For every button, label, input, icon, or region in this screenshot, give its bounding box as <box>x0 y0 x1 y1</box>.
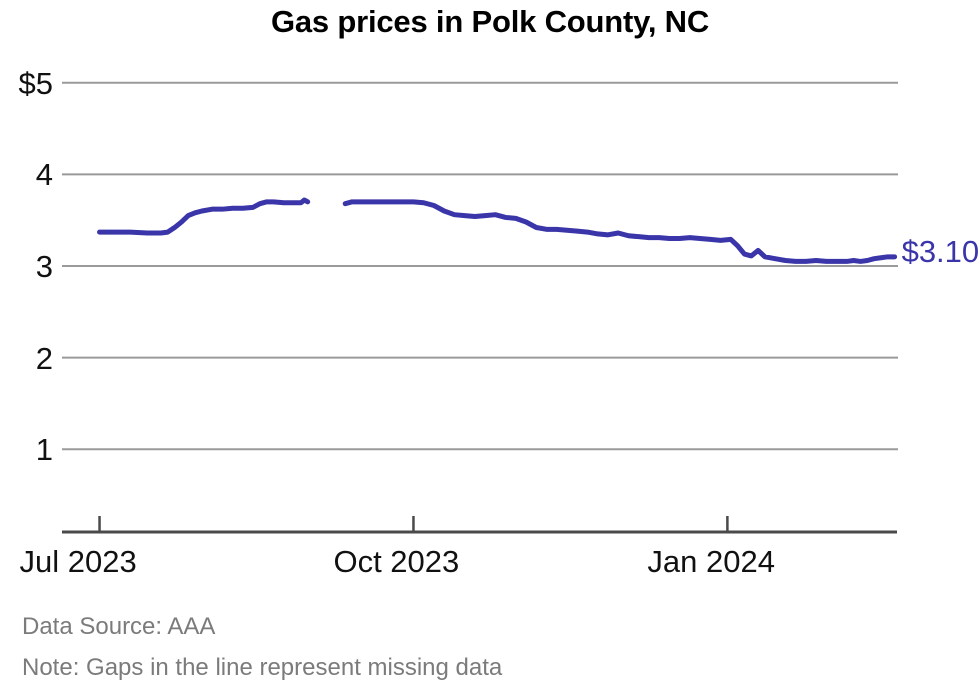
x-axis-tick-label: Jul 2023 <box>19 544 137 579</box>
footnote-missing-data-note: Note: Gaps in the line represent missing… <box>22 654 503 681</box>
gridlines-group <box>62 81 898 451</box>
y-axis-tick-label: 3 <box>35 249 53 284</box>
x-axis-tick-label: Oct 2023 <box>333 544 460 579</box>
series-line <box>342 199 898 264</box>
data-series-group <box>97 197 898 264</box>
footnote-data-source: Data Source: AAA <box>22 613 216 640</box>
chart-title: Gas prices in Polk County, NC <box>270 4 710 39</box>
y-axis-tick-label: 1 <box>35 432 53 468</box>
series-end-value-label: $3.10 <box>901 233 980 269</box>
y-axis-tick-label: 4 <box>35 157 53 193</box>
x-axis-tick-label: Jan 2024 <box>647 544 775 579</box>
series-line <box>97 197 311 236</box>
x-axis-ticks-group <box>98 516 729 532</box>
y-axis-tick-label: 2 <box>35 340 53 376</box>
y-axis-tick-label: $5 <box>18 65 53 101</box>
